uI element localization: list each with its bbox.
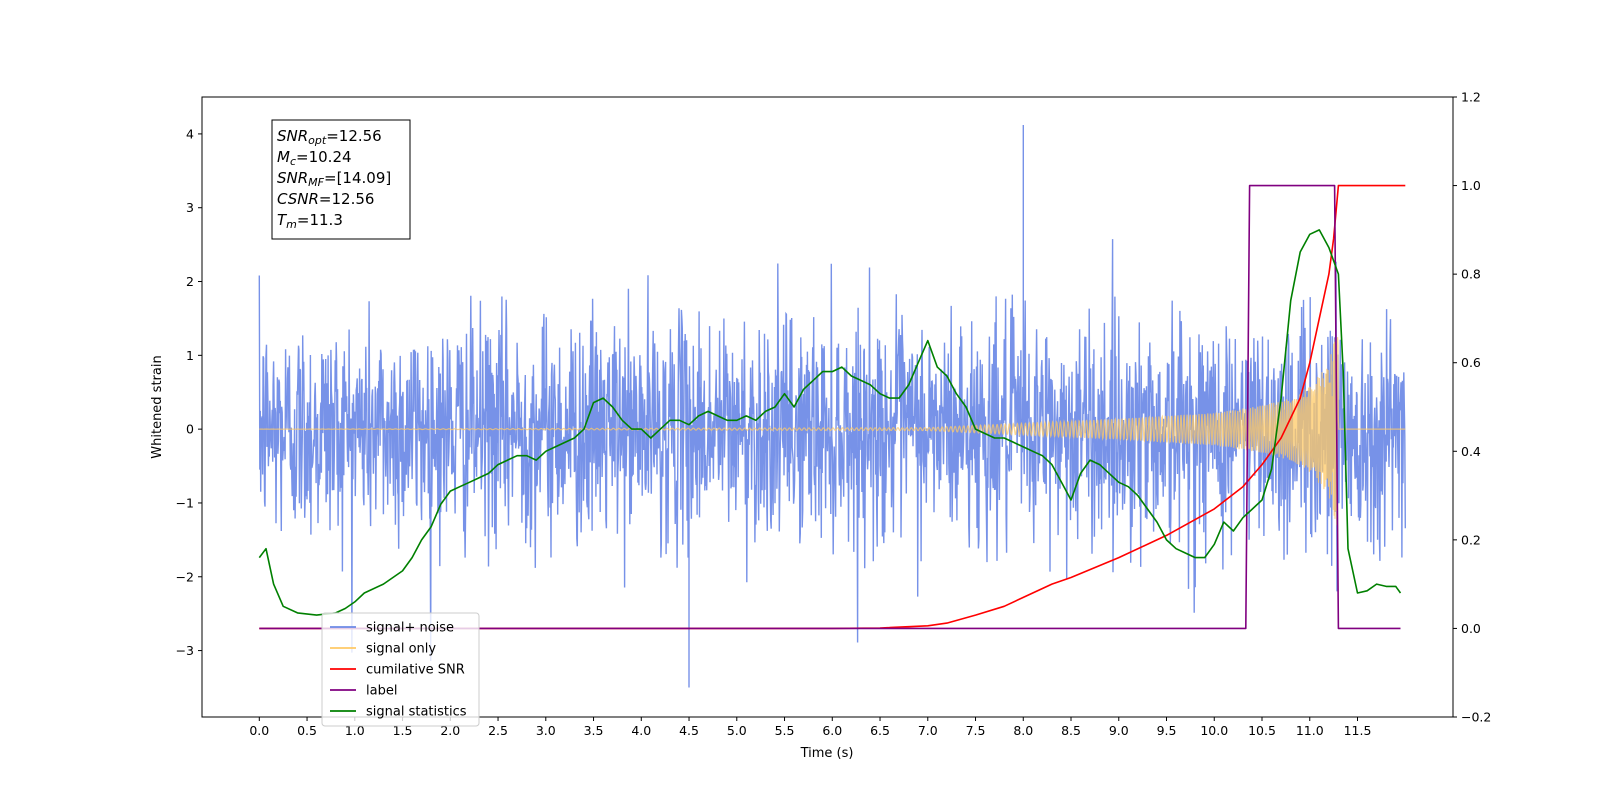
info-box-line: Mc=10.24 (277, 148, 352, 168)
x-tick-label: 0.0 (249, 723, 269, 738)
y-left-tick-label: −3 (176, 643, 194, 658)
x-tick-label: 10.0 (1200, 723, 1228, 738)
x-axis: 0.0 0.5 1.0 1.5 2.0 2.5 3.0 3.5 4.0 4.5 5.0 5.5 6.0 6… (249, 717, 1371, 738)
y-axis-label-left: Whitened strain (150, 355, 165, 458)
info-box-line: SNRopt=12.56 (277, 127, 382, 147)
x-tick-label: 2.5 (488, 723, 508, 738)
x-tick-label: 2.0 (440, 723, 460, 738)
x-tick-label: 0.5 (297, 723, 317, 738)
x-tick-label: 7.5 (966, 723, 986, 738)
x-tick-label: 5.0 (727, 723, 747, 738)
legend-label: label (366, 684, 397, 699)
y-left-tick-label: −2 (176, 569, 194, 584)
x-tick-label: 6.5 (870, 723, 890, 738)
series-label (259, 184, 1401, 630)
legend-label: signal statistics (366, 705, 467, 720)
y-right-tick-label: 0.0 (1461, 621, 1481, 636)
plot-area (258, 125, 1406, 688)
y-left-tick-label: −1 (176, 495, 194, 510)
x-tick-label: 10.5 (1248, 723, 1276, 738)
y-left-tick-label: 3 (186, 200, 194, 215)
info-box-line: Tm=11.3 (277, 211, 343, 231)
info-box-line: SNRMF=[14.09] (277, 169, 391, 189)
y-right-tick-label: −0.2 (1461, 710, 1491, 725)
x-tick-label: 9.5 (1157, 723, 1177, 738)
x-tick-label: 8.0 (1013, 723, 1033, 738)
x-tick-label: 3.5 (584, 723, 604, 738)
x-tick-label: 11.0 (1296, 723, 1324, 738)
x-tick-label: 4.0 (631, 723, 651, 738)
y-left-tick-label: 0 (186, 422, 194, 437)
legend-label: cumilative SNR (366, 663, 465, 678)
y-right-tick-label: 0.4 (1461, 444, 1481, 459)
series-signal-only (259, 337, 1406, 526)
y-right-tick-label: 1.0 (1461, 178, 1481, 193)
y-left-tick-label: 1 (186, 348, 194, 363)
legend-label: signal only (366, 642, 436, 657)
series-signal-statistics (258, 229, 1402, 616)
y-axis-left: −3 −2 −1 0 1 2 3 4 (176, 126, 202, 658)
x-tick-label: 9.0 (1109, 723, 1129, 738)
legend: signal+ noise signal only cumilative SNR la… (321, 612, 480, 727)
info-box: SNRopt=12.56Mc=10.24SNRMF=[14.09]CSNR=12… (271, 119, 411, 240)
x-tick-label: 1.5 (393, 723, 413, 738)
axes-frame (201, 96, 1454, 718)
y-right-tick-label: 0.2 (1461, 532, 1481, 547)
y-left-tick-label: 4 (186, 126, 194, 141)
x-tick-label: 8.5 (1061, 723, 1081, 738)
series-cumulative-snr (259, 184, 1406, 630)
x-tick-label: 4.5 (679, 723, 699, 738)
y-right-tick-label: 1.2 (1461, 90, 1481, 105)
x-tick-label: 3.0 (536, 723, 556, 738)
x-tick-label: 7.0 (918, 723, 938, 738)
legend-frame (321, 612, 480, 727)
x-tick-label: 6.0 (822, 723, 842, 738)
y-left-tick-label: 2 (186, 274, 194, 289)
info-box-frame (271, 119, 411, 240)
x-tick-label: 11.5 (1344, 723, 1372, 738)
series-signal-plus-noise (258, 125, 1406, 688)
x-tick-label: 1.0 (345, 723, 365, 738)
y-axis-right: −0.2 0.0 0.2 0.4 0.6 0.8 1.0 1.2 (1453, 90, 1491, 725)
x-tick-label: 5.5 (775, 723, 795, 738)
info-box-line: CSNR=12.56 (277, 190, 374, 208)
y-right-tick-label: 0.8 (1461, 267, 1481, 282)
y-right-tick-label: 0.6 (1461, 355, 1481, 370)
legend-label: signal+ noise (366, 621, 454, 636)
x-axis-label: Time (s) (800, 746, 854, 761)
